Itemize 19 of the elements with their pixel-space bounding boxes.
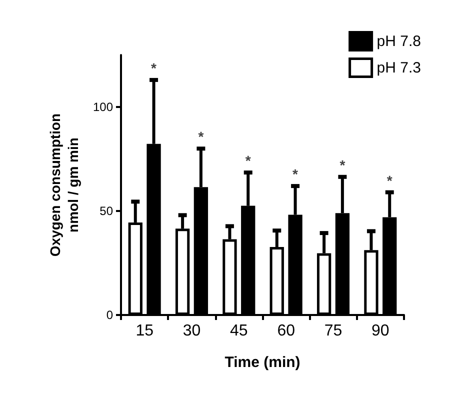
y-tick-label: 100 [92, 100, 114, 114]
x-axis-title: Time (min) [224, 354, 300, 371]
y-tick-label: 0 [106, 308, 114, 322]
x-tick-label: 75 [324, 322, 342, 340]
x-tick-label: 30 [182, 322, 201, 340]
x-tick-label: 45 [230, 322, 248, 340]
y-axis-title: Oxygen consumption nmol / gm min [47, 113, 82, 257]
annotation: * [151, 60, 158, 76]
annotation: * [198, 128, 204, 145]
x-tick-label: 60 [277, 322, 296, 340]
x-tick-label: 90 [372, 322, 390, 340]
y-tick-label: 50 [100, 204, 114, 218]
legend-label: pH 7.8 [376, 32, 422, 50]
x-tick-label: 15 [136, 322, 154, 340]
annotation: * [245, 152, 252, 169]
annotation: * [340, 156, 346, 173]
annotation: * [292, 166, 299, 182]
annotation: * [386, 172, 393, 188]
legend-label: pH 7.3 [376, 59, 422, 76]
